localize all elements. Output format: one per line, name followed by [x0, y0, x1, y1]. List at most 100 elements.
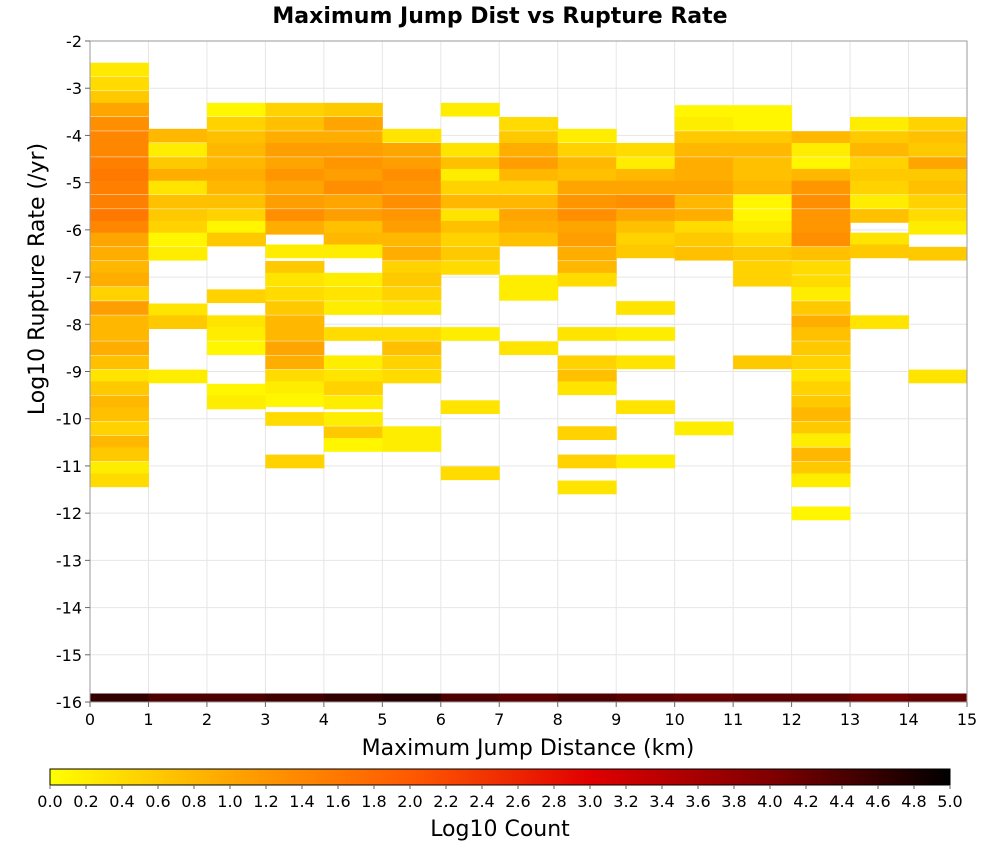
heatmap-cell — [674, 180, 734, 195]
heatmap-cell — [382, 261, 442, 275]
heatmap-cell — [148, 209, 208, 223]
heatmap-cell — [733, 180, 793, 195]
heatmap-cell — [265, 369, 325, 384]
heatmap-cell — [265, 315, 325, 330]
heatmap-cell — [90, 117, 149, 131]
heatmap-cell — [206, 194, 266, 209]
colorbar-tick-label: 2.2 — [433, 792, 458, 811]
heatmap-cell — [557, 261, 617, 275]
heatmap-cell — [791, 301, 851, 315]
x-tick-label: 10 — [664, 710, 684, 729]
heatmap-cell — [265, 393, 325, 407]
heatmap-cell — [265, 102, 325, 117]
heatmap-cell — [674, 168, 734, 183]
heatmap-cell — [850, 693, 910, 703]
heatmap-cell — [440, 102, 500, 117]
heatmap-cell — [674, 117, 734, 131]
y-tick-label: -10 — [56, 410, 82, 429]
heatmap-cell — [908, 209, 968, 223]
heatmap-cell — [616, 693, 676, 703]
y-axis-ticks: -2 -3 -4 -5 -6 -7 -8 -9 -10 -11 -12 -13 -14 -15 -16 — [56, 32, 90, 712]
heatmap-cell — [674, 209, 734, 223]
heatmap-cell — [440, 327, 500, 341]
colorbar-tick-label: 4.6 — [865, 792, 890, 811]
heatmap-cell — [557, 142, 617, 157]
heatmap-cell — [206, 341, 266, 356]
heatmap-cell — [791, 369, 851, 384]
heatmap-cell — [382, 157, 442, 171]
heatmap-cell — [206, 232, 266, 247]
colorbar-tick-label: 3.8 — [721, 792, 746, 811]
x-tick-label: 3 — [260, 710, 270, 729]
heatmap-cell — [499, 209, 559, 223]
heatmap-cell — [908, 142, 968, 157]
heatmap-cell — [90, 447, 149, 462]
heatmap-cell — [323, 102, 383, 117]
heatmap-cell — [206, 327, 266, 341]
x-tick-label: 9 — [611, 710, 621, 729]
heatmap-cell — [440, 246, 500, 261]
heatmap-cell — [90, 142, 149, 157]
heatmap-cell — [206, 131, 266, 145]
heatmap-cell — [206, 383, 266, 398]
heatmap-cell — [557, 157, 617, 171]
heatmap-cell — [616, 180, 676, 195]
y-tick-label: -9 — [66, 363, 82, 382]
heatmap-cell — [148, 142, 208, 157]
y-tick-label: -4 — [66, 126, 82, 145]
heatmap-cell — [382, 272, 442, 287]
heatmap-cell — [323, 426, 383, 440]
heatmap-cell — [90, 301, 149, 315]
heatmap-cell — [90, 327, 149, 341]
heatmap-cell — [850, 168, 910, 183]
heatmap-cell — [557, 480, 617, 495]
y-tick-label: -6 — [66, 221, 82, 240]
heatmap-cell — [850, 232, 910, 247]
colorbar-tick-label: 2.8 — [541, 792, 566, 811]
heatmap-cell — [323, 220, 383, 235]
heatmap-cell — [90, 220, 149, 235]
heatmap-cell — [616, 157, 676, 171]
heatmap-cell — [791, 461, 851, 476]
heatmap-cell — [674, 131, 734, 145]
heatmap-cell — [323, 438, 383, 452]
heatmap-cell — [791, 473, 851, 488]
heatmap-cell — [557, 194, 617, 209]
heatmap-cell — [733, 272, 793, 287]
heatmap-cell — [323, 355, 383, 370]
heatmap-cell — [499, 693, 559, 703]
heatmap-cell — [616, 142, 676, 157]
colorbar-tick-label: 0.4 — [109, 792, 134, 811]
heatmap-cell — [440, 400, 500, 415]
heatmap-cell — [90, 381, 149, 396]
heatmap-cell — [850, 209, 910, 223]
heatmap-cell — [148, 194, 208, 209]
heatmap-cell — [90, 232, 149, 247]
heatmap-cell — [616, 400, 676, 415]
heatmap-cell — [850, 131, 910, 145]
heatmap-cell — [557, 693, 617, 703]
heatmap-cell — [323, 168, 383, 183]
heatmap-cell — [148, 246, 208, 261]
heatmap-cell — [265, 301, 325, 315]
colorbar-tick-label: 0.0 — [37, 792, 62, 811]
heatmap-cell — [499, 131, 559, 145]
heatmap-cell — [908, 693, 968, 703]
heatmap-cell — [265, 286, 325, 301]
chart-title: Maximum Jump Dist vs Rupture Rate — [272, 4, 727, 29]
heatmap-cell — [674, 693, 734, 703]
x-axis-ticks: 0 1 2 3 4 5 6 7 8 9 10 11 12 13 14 15 — [85, 702, 977, 729]
heatmap-cell — [206, 180, 266, 195]
colorbar-tick-label: 5.0 — [937, 792, 962, 811]
heatmap-cell — [90, 261, 149, 275]
heatmap-cell — [733, 157, 793, 171]
heatmap-cell — [440, 168, 500, 183]
heatmap-cell — [791, 355, 851, 370]
heatmap-cell — [90, 286, 149, 301]
heatmap-cell — [791, 209, 851, 223]
colorbar-gradient — [49, 768, 951, 786]
y-axis-label: Log10 Rupture Rate (/yr) — [25, 143, 50, 415]
heatmap-cell — [90, 76, 149, 91]
colorbar-tick-label: 3.4 — [649, 792, 674, 811]
